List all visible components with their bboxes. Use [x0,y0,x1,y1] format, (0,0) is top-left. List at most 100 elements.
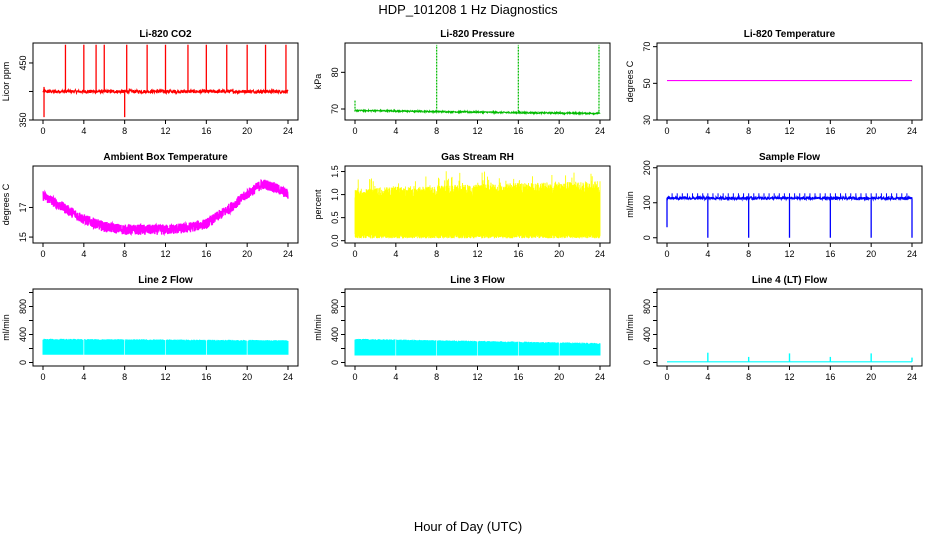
chart-panel: Line 2 Flow ml/min 0 4 8 12 16 20 24 0 400 800 [1,275,299,382]
plot-area [667,352,913,363]
y-axis-label: ml/min [313,314,323,341]
y-tick-label: 800 [330,299,340,314]
y-axis-label: percent [313,189,323,220]
y-tick-label: 200 [642,160,652,175]
plot-area [354,44,601,116]
chart-panel: Line 3 Flow ml/min 0 4 8 12 16 20 24 0 400 800 [313,275,611,382]
y-tick-label: 800 [642,299,652,314]
x-tick-label: 8 [746,372,751,382]
chart-panel: Li-820 Pressure kPa 0 4 8 12 16 20 24 70 80 [313,29,611,136]
x-tick-label: 12 [160,249,170,259]
plot-area [354,171,601,239]
x-tick-label: 20 [242,249,252,259]
x-tick-label: 12 [160,126,170,136]
y-tick-label: 30 [642,115,652,125]
x-tick-label: 8 [434,372,439,382]
x-tick-label: 16 [513,372,523,382]
chart-panel: Line 4 (LT) Flow ml/min 0 4 8 12 16 20 24 0 400 800 [625,275,923,382]
x-tick-label: 24 [907,372,917,382]
x-tick-label: 8 [122,126,127,136]
x-tick-label: 12 [472,372,482,382]
plot-area [354,338,601,356]
chart-panel: Gas Stream RH percent 0 4 8 12 16 20 24 0.0 0.5 1.0… [313,152,611,259]
y-tick-label: 100 [642,195,652,210]
x-tick-label: 12 [160,372,170,382]
y-tick-label: 0 [330,360,340,365]
y-tick-label: 15 [18,232,28,242]
x-tick-label: 4 [81,126,86,136]
chart-panel: Ambient Box Temperature degrees C 0 4 8 12 16 2… [1,152,299,259]
x-tick-label: 8 [122,372,127,382]
plot-area [666,193,913,238]
panel-title: Line 4 (LT) Flow [752,275,828,286]
x-tick-label: 0 [40,249,45,259]
panel-title: Sample Flow [759,152,820,163]
y-tick-label: 350 [18,112,28,127]
x-tick-label: 0 [664,249,669,259]
panel-title: Li-820 Temperature [744,29,836,40]
x-tick-label: 12 [472,126,482,136]
x-tick-label: 20 [242,126,252,136]
x-tick-label: 16 [513,249,523,259]
x-tick-label: 24 [907,249,917,259]
panel-title: Gas Stream RH [441,152,514,163]
y-tick-label: 400 [330,327,340,342]
panel-title: Ambient Box Temperature [103,152,228,163]
y-axis-label: degrees C [625,60,635,102]
y-axis-label: Licor ppm [1,62,11,102]
x-tick-label: 20 [866,126,876,136]
x-tick-label: 16 [825,126,835,136]
x-tick-label: 16 [201,126,211,136]
x-tick-label: 24 [283,372,293,382]
y-tick-label: 400 [642,327,652,342]
x-tick-label: 24 [595,126,605,136]
y-axis-label: degrees C [1,183,11,225]
x-tick-label: 24 [283,249,293,259]
x-tick-label: 20 [554,126,564,136]
x-tick-label: 8 [746,126,751,136]
x-tick-label: 0 [664,126,669,136]
chart-panel: Li-820 Temperature degrees C 0 4 8 12 16 20 24 30… [625,29,923,136]
x-tick-label: 4 [705,372,710,382]
x-tick-label: 12 [784,249,794,259]
x-tick-label: 24 [595,249,605,259]
x-tick-label: 16 [513,126,523,136]
x-tick-label: 0 [40,126,45,136]
x-tick-label: 8 [122,249,127,259]
x-tick-label: 20 [866,372,876,382]
y-tick-label: 450 [18,55,28,70]
figure-x-axis-label: Hour of Day (UTC) [414,519,522,534]
plot-frame [344,42,611,121]
x-tick-label: 20 [554,249,564,259]
x-tick-label: 24 [907,126,917,136]
x-tick-label: 0 [664,372,669,382]
series-line [42,179,289,237]
y-tick-label: 70 [330,104,340,114]
series-band [354,338,601,356]
plot-area [42,179,289,237]
x-tick-label: 20 [554,372,564,382]
plot-area [42,338,289,355]
y-tick-label: 0 [642,360,652,365]
x-tick-label: 4 [705,126,710,136]
x-tick-label: 4 [81,249,86,259]
x-tick-label: 12 [784,372,794,382]
x-tick-label: 4 [705,249,710,259]
x-tick-label: 0 [40,372,45,382]
series-band [354,171,601,239]
series-band [42,338,289,355]
y-tick-label: 0.5 [330,211,340,224]
y-tick-label: 70 [642,42,652,52]
x-tick-label: 16 [201,372,211,382]
x-tick-label: 8 [434,126,439,136]
panel-title: Li-820 CO2 [139,29,192,40]
y-tick-label: 1.5 [330,165,340,178]
x-tick-label: 16 [201,249,211,259]
x-tick-label: 24 [283,126,293,136]
plot-area [42,44,289,118]
y-tick-label: 0 [642,235,652,240]
x-tick-label: 4 [81,372,86,382]
y-axis-label: ml/min [625,191,635,218]
x-tick-label: 4 [393,126,398,136]
